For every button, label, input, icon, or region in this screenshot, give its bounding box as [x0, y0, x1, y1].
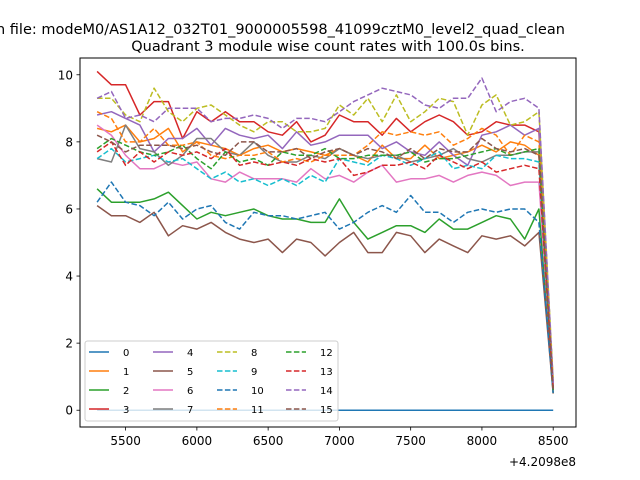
series-line-9	[96, 147, 554, 391]
y-axis: 0 2 4 6 8 10	[58, 68, 80, 418]
series-line-1	[96, 124, 554, 391]
chart-title: Quadrant 3 module wise count rates with …	[131, 39, 525, 55]
legend-label: 13	[320, 367, 333, 378]
series-line-5	[96, 204, 554, 394]
series-line-3	[96, 70, 554, 391]
y-tick-label: 0	[65, 404, 73, 418]
y-tick-label: 4	[65, 270, 73, 284]
series-line-7	[96, 124, 554, 391]
legend-label: 3	[123, 405, 129, 416]
y-tick-label: 6	[65, 202, 73, 216]
series-line-15	[96, 134, 554, 391]
y-tick-label: 8	[65, 135, 73, 149]
legend-label: 9	[251, 367, 257, 378]
x-tick-label: 8500	[538, 434, 569, 448]
legend-label: 1	[123, 367, 129, 378]
legend-label: 11	[251, 405, 264, 416]
legend-label: 4	[187, 348, 193, 359]
y-tick-label: 10	[58, 68, 73, 82]
series-line-10	[96, 181, 554, 394]
legend-label: 8	[251, 348, 257, 359]
x-tick-label: 6000	[182, 434, 213, 448]
series-layer	[96, 70, 554, 411]
legend-label: 0	[123, 348, 129, 359]
series-line-12	[96, 137, 554, 391]
legend-label: 2	[123, 386, 129, 397]
series-line-14	[96, 77, 554, 384]
x-tick-label: 7500	[395, 434, 426, 448]
legend-label: 5	[187, 367, 193, 378]
series-line-4	[96, 110, 554, 384]
series-line-11	[96, 111, 554, 391]
legend-label: 12	[320, 348, 333, 359]
series-line-6	[96, 124, 554, 387]
series-line-8	[97, 87, 554, 381]
x-tick-label: 7000	[324, 434, 355, 448]
x-tick-label: 6500	[253, 434, 284, 448]
legend-label: 10	[251, 386, 264, 397]
x-tick-label: 8000	[467, 434, 498, 448]
legend-box	[84, 340, 339, 422]
figure-suptitle: n file: modeM0/AS1A12_032T01_9000005598_…	[0, 22, 565, 38]
x-axis: 5500 6000 6500 7000 7500 8000 8500	[110, 427, 568, 448]
y-tick-label: 2	[65, 337, 73, 351]
series-line-13	[96, 141, 554, 391]
series-line-2	[96, 188, 554, 394]
legend-label: 15	[320, 405, 333, 416]
x-offset-label: +4.2098e8	[509, 455, 576, 469]
plot-frame	[79, 57, 577, 428]
legend-label: 14	[320, 386, 333, 397]
x-tick-label: 5500	[110, 434, 141, 448]
legend-label: 6	[187, 386, 193, 397]
legend-label: 7	[187, 405, 193, 416]
